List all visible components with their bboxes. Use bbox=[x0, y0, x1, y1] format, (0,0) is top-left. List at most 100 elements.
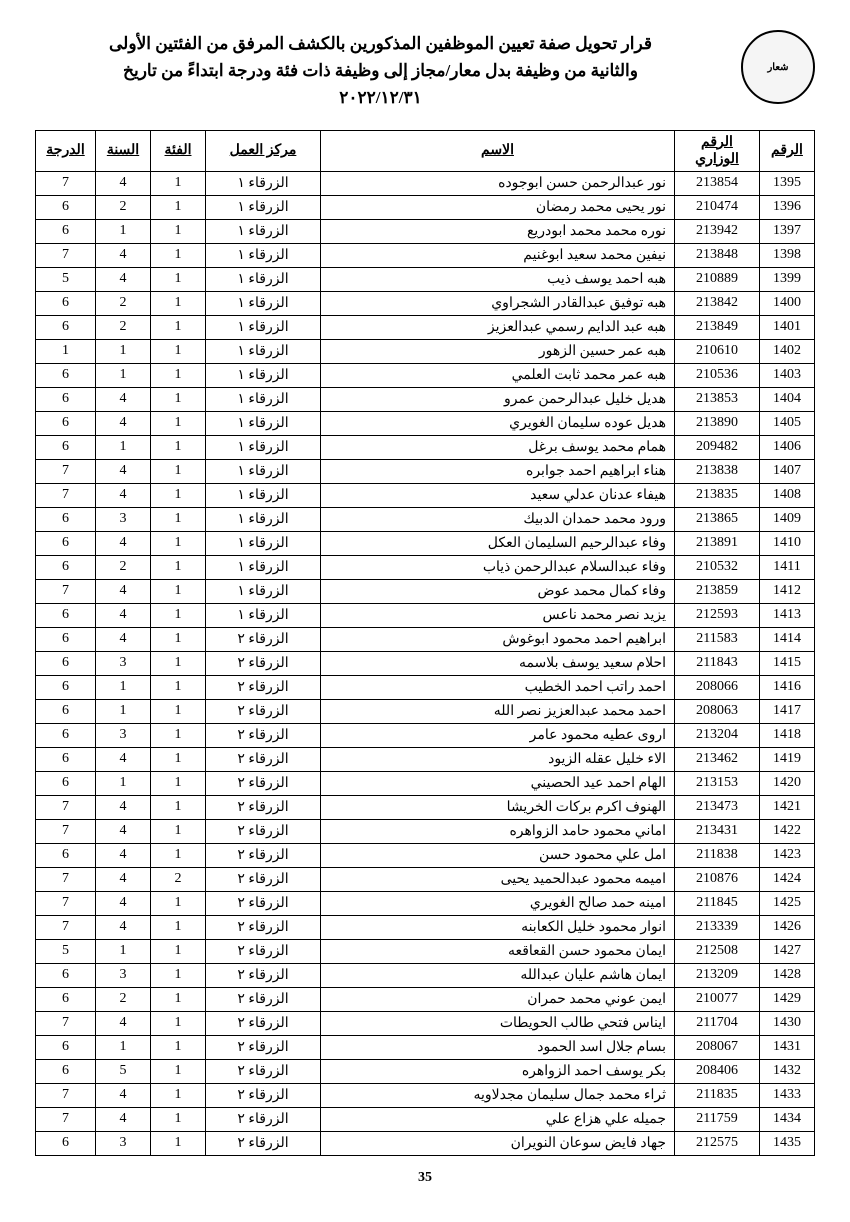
table-row: 1433211835ثراء محمد جمال سليمان مجدلاويه… bbox=[36, 1083, 815, 1107]
cell-name: نيفين محمد سعيد ابوغنيم bbox=[321, 243, 675, 267]
table-row: 1434211759جميله علي هزاع عليالزرقاء ٢147 bbox=[36, 1107, 815, 1131]
cell-grade: 6 bbox=[36, 1035, 96, 1059]
cell-cat: 1 bbox=[151, 483, 206, 507]
cell-name: همام محمد يوسف برغل bbox=[321, 435, 675, 459]
cell-cat: 1 bbox=[151, 603, 206, 627]
cell-cat: 1 bbox=[151, 819, 206, 843]
cell-rank: 1401 bbox=[760, 315, 815, 339]
cell-minid: 210532 bbox=[675, 555, 760, 579]
cell-rank: 1433 bbox=[760, 1083, 815, 1107]
cell-cat: 1 bbox=[151, 699, 206, 723]
cell-grade: 7 bbox=[36, 483, 96, 507]
cell-rank: 1405 bbox=[760, 411, 815, 435]
table-row: 1415211843احلام سعيد يوسف بلاسمهالزرقاء … bbox=[36, 651, 815, 675]
cell-center: الزرقاء ٢ bbox=[206, 987, 321, 1011]
cell-cat: 1 bbox=[151, 387, 206, 411]
cell-cat: 1 bbox=[151, 723, 206, 747]
cell-minid: 210889 bbox=[675, 267, 760, 291]
cell-grade: 6 bbox=[36, 1131, 96, 1155]
cell-minid: 213891 bbox=[675, 531, 760, 555]
cell-minid: 213890 bbox=[675, 411, 760, 435]
cell-rank: 1428 bbox=[760, 963, 815, 987]
cell-rank: 1412 bbox=[760, 579, 815, 603]
cell-year: 1 bbox=[96, 219, 151, 243]
cell-grade: 7 bbox=[36, 579, 96, 603]
cell-year: 4 bbox=[96, 795, 151, 819]
cell-minid: 210610 bbox=[675, 339, 760, 363]
cell-minid: 213942 bbox=[675, 219, 760, 243]
cell-rank: 1409 bbox=[760, 507, 815, 531]
cell-minid: 211845 bbox=[675, 891, 760, 915]
cell-cat: 1 bbox=[151, 411, 206, 435]
employees-table: الرقم الرقم الوزاري الاسم مركز العمل الف… bbox=[35, 130, 815, 1156]
cell-cat: 1 bbox=[151, 291, 206, 315]
cell-center: الزرقاء ٢ bbox=[206, 939, 321, 963]
cell-center: الزرقاء ١ bbox=[206, 531, 321, 555]
cell-center: الزرقاء ٢ bbox=[206, 915, 321, 939]
cell-year: 4 bbox=[96, 891, 151, 915]
cell-year: 3 bbox=[96, 507, 151, 531]
cell-minid: 212593 bbox=[675, 603, 760, 627]
cell-center: الزرقاء ٢ bbox=[206, 1083, 321, 1107]
cell-rank: 1407 bbox=[760, 459, 815, 483]
cell-cat: 1 bbox=[151, 555, 206, 579]
cell-year: 3 bbox=[96, 723, 151, 747]
cell-cat: 1 bbox=[151, 939, 206, 963]
cell-name: ايمان محمود حسن القعاقعه bbox=[321, 939, 675, 963]
cell-year: 4 bbox=[96, 387, 151, 411]
cell-minid: 211838 bbox=[675, 843, 760, 867]
cell-rank: 1432 bbox=[760, 1059, 815, 1083]
cell-name: ايمن عوني محمد حمران bbox=[321, 987, 675, 1011]
cell-year: 1 bbox=[96, 771, 151, 795]
col-grade: الدرجة bbox=[36, 130, 96, 171]
cell-minid: 213842 bbox=[675, 291, 760, 315]
cell-name: هديل خليل عبدالرحمن عمرو bbox=[321, 387, 675, 411]
cell-minid: 213854 bbox=[675, 171, 760, 195]
cell-center: الزرقاء ١ bbox=[206, 315, 321, 339]
cell-rank: 1399 bbox=[760, 267, 815, 291]
cell-grade: 6 bbox=[36, 963, 96, 987]
cell-minid: 213204 bbox=[675, 723, 760, 747]
cell-rank: 1402 bbox=[760, 339, 815, 363]
cell-cat: 1 bbox=[151, 1059, 206, 1083]
cell-center: الزرقاء ١ bbox=[206, 339, 321, 363]
cell-rank: 1423 bbox=[760, 843, 815, 867]
cell-rank: 1396 bbox=[760, 195, 815, 219]
table-row: 1408213835هيفاء عدنان عدلي سعيدالزرقاء ١… bbox=[36, 483, 815, 507]
cell-year: 2 bbox=[96, 315, 151, 339]
cell-name: هبه عمر حسين الزهور bbox=[321, 339, 675, 363]
cell-minid: 213339 bbox=[675, 915, 760, 939]
cell-minid: 212575 bbox=[675, 1131, 760, 1155]
cell-rank: 1419 bbox=[760, 747, 815, 771]
cell-grade: 6 bbox=[36, 219, 96, 243]
table-row: 1402210610هبه عمر حسين الزهورالزرقاء ١11… bbox=[36, 339, 815, 363]
cell-name: يزيد نصر محمد ناعس bbox=[321, 603, 675, 627]
table-row: 1432208406بكر يوسف احمد الزواهرهالزرقاء … bbox=[36, 1059, 815, 1083]
title-block: قرار تحويل صفة تعيين الموظفين المذكورين … bbox=[35, 30, 726, 112]
cell-center: الزرقاء ١ bbox=[206, 411, 321, 435]
cell-name: نوره محمد محمد ابودريع bbox=[321, 219, 675, 243]
cell-cat: 1 bbox=[151, 843, 206, 867]
table-row: 1404213853هديل خليل عبدالرحمن عمروالزرقا… bbox=[36, 387, 815, 411]
cell-rank: 1397 bbox=[760, 219, 815, 243]
cell-grade: 6 bbox=[36, 315, 96, 339]
cell-center: الزرقاء ٢ bbox=[206, 747, 321, 771]
cell-center: الزرقاء ١ bbox=[206, 291, 321, 315]
cell-name: ابراهيم احمد محمود ابوغوش bbox=[321, 627, 675, 651]
cell-rank: 1406 bbox=[760, 435, 815, 459]
cell-name: امل علي محمود حسن bbox=[321, 843, 675, 867]
table-row: 1413212593يزيد نصر محمد ناعسالزرقاء ١146 bbox=[36, 603, 815, 627]
cell-year: 4 bbox=[96, 627, 151, 651]
table-row: 1421213473الهنوف اكرم بركات الخريشاالزرق… bbox=[36, 795, 815, 819]
cell-name: احمد محمد عبدالعزيز نصر الله bbox=[321, 699, 675, 723]
cell-year: 4 bbox=[96, 1083, 151, 1107]
cell-center: الزرقاء ١ bbox=[206, 387, 321, 411]
cell-minid: 210536 bbox=[675, 363, 760, 387]
title-line-1: قرار تحويل صفة تعيين الموظفين المذكورين … bbox=[35, 30, 726, 57]
cell-grade: 6 bbox=[36, 387, 96, 411]
cell-name: امينه حمد صالح الغويري bbox=[321, 891, 675, 915]
cell-cat: 1 bbox=[151, 363, 206, 387]
cell-minid: 211759 bbox=[675, 1107, 760, 1131]
table-row: 1401213849هبه عبد الدايم رسمي عبدالعزيزا… bbox=[36, 315, 815, 339]
cell-cat: 1 bbox=[151, 915, 206, 939]
